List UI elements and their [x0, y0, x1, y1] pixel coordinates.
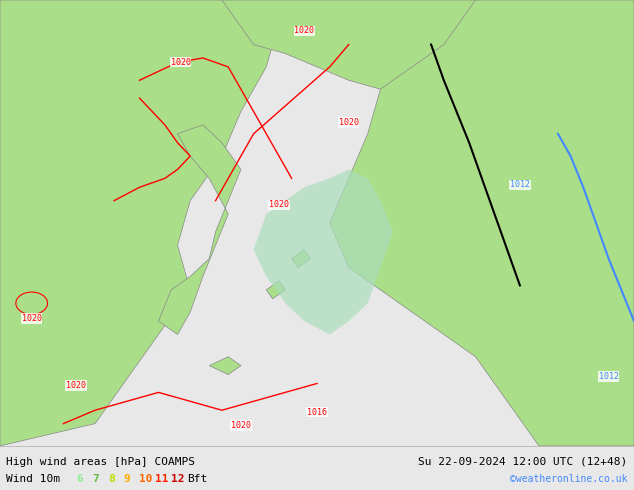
- Polygon shape: [330, 0, 634, 446]
- Text: 1020: 1020: [22, 314, 42, 323]
- Text: 1012: 1012: [510, 180, 530, 189]
- Text: 1020: 1020: [339, 118, 359, 127]
- Text: 1020: 1020: [66, 381, 86, 390]
- Text: 8: 8: [108, 474, 115, 484]
- Text: Wind 10m: Wind 10m: [6, 474, 60, 484]
- Text: 9: 9: [124, 474, 131, 484]
- Text: Bft: Bft: [187, 474, 207, 484]
- Text: Su 22-09-2024 12:00 UTC (12+48): Su 22-09-2024 12:00 UTC (12+48): [418, 457, 628, 467]
- Text: 1020: 1020: [294, 26, 314, 35]
- Text: 1020: 1020: [269, 200, 289, 209]
- Polygon shape: [209, 357, 241, 374]
- Text: High wind areas [hPa] COAMPS: High wind areas [hPa] COAMPS: [6, 457, 195, 467]
- Text: 6: 6: [76, 474, 83, 484]
- Polygon shape: [292, 250, 311, 268]
- Polygon shape: [222, 0, 476, 89]
- Text: ©weatheronline.co.uk: ©weatheronline.co.uk: [510, 474, 628, 484]
- Text: 1020: 1020: [171, 58, 191, 67]
- Text: 1012: 1012: [598, 372, 619, 381]
- Text: 1016: 1016: [307, 408, 327, 416]
- Text: 1020: 1020: [231, 421, 251, 430]
- Polygon shape: [0, 0, 285, 446]
- Text: 10: 10: [139, 474, 153, 484]
- Text: 11: 11: [155, 474, 169, 484]
- Polygon shape: [158, 125, 241, 334]
- Polygon shape: [266, 281, 285, 299]
- Polygon shape: [254, 170, 393, 334]
- Text: 12: 12: [171, 474, 184, 484]
- Text: 7: 7: [92, 474, 99, 484]
